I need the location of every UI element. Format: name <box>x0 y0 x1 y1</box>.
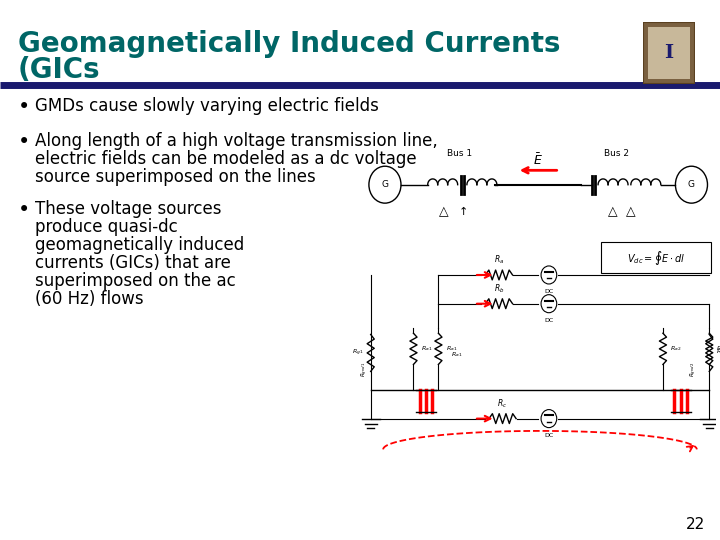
FancyBboxPatch shape <box>643 22 695 84</box>
Text: $R_c$: $R_c$ <box>498 397 508 409</box>
Text: currents (GICs) that are: currents (GICs) that are <box>35 254 231 272</box>
Text: source superimposed on the lines: source superimposed on the lines <box>35 168 316 186</box>
Text: $R_{a1}$: $R_{a1}$ <box>446 345 457 353</box>
Text: superimposed on the ac: superimposed on the ac <box>35 272 235 290</box>
Text: Geomagnetically Induced Currents: Geomagnetically Induced Currents <box>18 30 560 58</box>
Text: $R_{gnd2}$: $R_{gnd2}$ <box>688 362 698 377</box>
Text: $R_{a1}$: $R_{a1}$ <box>420 345 432 353</box>
FancyBboxPatch shape <box>648 26 690 79</box>
Text: DC: DC <box>544 289 554 294</box>
Text: △: △ <box>626 205 636 219</box>
Text: $R_{a2}$: $R_{a2}$ <box>716 345 720 353</box>
FancyBboxPatch shape <box>600 242 711 273</box>
Text: $R_b$: $R_b$ <box>494 282 504 295</box>
Text: ↑: ↑ <box>459 207 468 218</box>
Text: $R_{g2}$: $R_{g2}$ <box>716 348 720 358</box>
Text: geomagnetically induced: geomagnetically induced <box>35 236 244 254</box>
Text: GMDs cause slowly varying electric fields: GMDs cause slowly varying electric field… <box>35 97 379 115</box>
Text: $R_{a1}$: $R_{a1}$ <box>451 350 462 360</box>
Text: electric fields can be modeled as a dc voltage: electric fields can be modeled as a dc v… <box>35 150 417 168</box>
Text: •: • <box>18 97 30 117</box>
Text: (GICs: (GICs <box>18 56 101 84</box>
Text: Bus 1: Bus 1 <box>447 149 472 158</box>
Text: G: G <box>382 180 389 189</box>
Text: Along length of a high voltage transmission line,: Along length of a high voltage transmiss… <box>35 132 438 150</box>
Text: Bus 2: Bus 2 <box>604 149 629 158</box>
Text: △: △ <box>439 205 449 219</box>
Text: These voltage sources: These voltage sources <box>35 200 222 218</box>
Text: I: I <box>665 44 673 62</box>
Text: △: △ <box>608 205 618 219</box>
Text: (60 Hz) flows: (60 Hz) flows <box>35 290 143 308</box>
Text: $R_{gnd1}$: $R_{gnd1}$ <box>360 362 370 377</box>
Text: $R_{g1}$: $R_{g1}$ <box>352 348 364 358</box>
Text: DC: DC <box>544 318 554 322</box>
Text: $R_{a2}$: $R_{a2}$ <box>670 345 681 353</box>
Text: $\bar{E}$: $\bar{E}$ <box>534 152 543 168</box>
Text: 22: 22 <box>685 517 705 532</box>
Text: •: • <box>18 132 30 152</box>
Text: produce quasi-dc: produce quasi-dc <box>35 218 178 236</box>
Text: •: • <box>18 200 30 220</box>
Text: $V_{dc} = \oint E \cdot dl$: $V_{dc} = \oint E \cdot dl$ <box>626 249 685 267</box>
Text: $R_a$: $R_a$ <box>494 253 504 266</box>
Text: G: G <box>688 180 695 189</box>
Text: DC: DC <box>544 433 554 437</box>
